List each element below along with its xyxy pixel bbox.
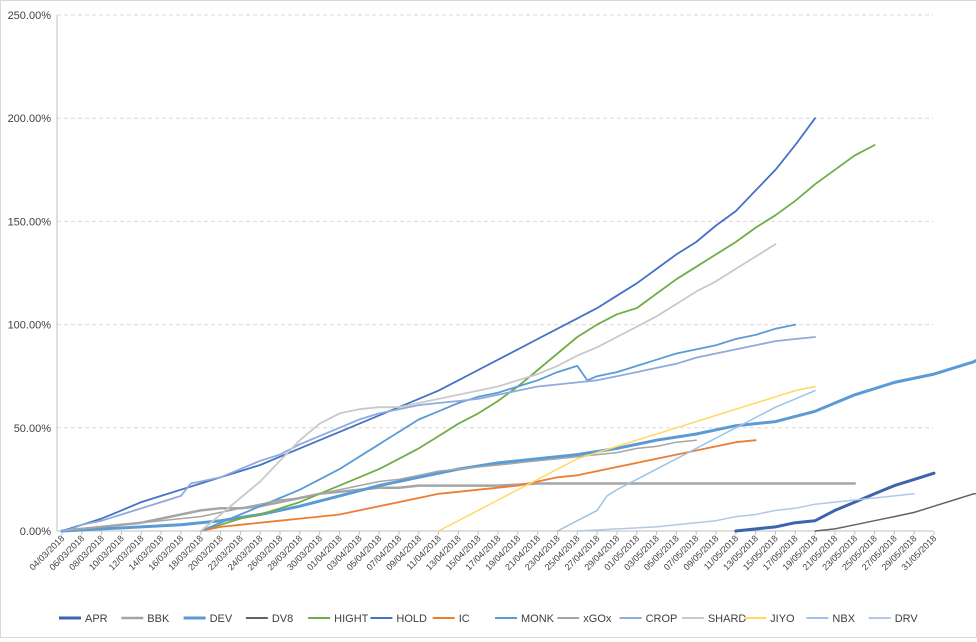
- legend-label: DEV: [210, 613, 233, 625]
- y-tick-label: 200.00%: [8, 113, 52, 125]
- legend-label: MONK: [521, 613, 555, 625]
- legend-label: xGOx: [583, 613, 612, 625]
- series-line-dv8: [814, 492, 977, 532]
- series-line-nbx: [556, 389, 816, 532]
- y-tick-label: 0.00%: [20, 526, 51, 538]
- series-line-dev: [60, 358, 977, 533]
- legend-label: APR: [85, 613, 108, 625]
- legend: APR BBK DEV DV8 HIGHT HOLD IC MONK xGOx CROP SHARD…: [59, 613, 918, 625]
- series-lines: [60, 117, 977, 533]
- series-line-drv: [576, 493, 915, 532]
- series-line-apr: [734, 471, 936, 533]
- legend-label: HOLD: [396, 613, 427, 625]
- y-tick-label: 100.00%: [8, 320, 52, 332]
- series-line-hight: [199, 144, 876, 532]
- legend-label: HIGHT: [334, 613, 369, 625]
- legend-label: SHARD: [708, 613, 747, 625]
- legend-label: CROP: [646, 613, 678, 625]
- y-tick-label: 50.00%: [14, 423, 52, 435]
- legend-label: BBK: [147, 613, 170, 625]
- y-tick-label: 250.00%: [8, 10, 52, 22]
- series-line-monk: [199, 323, 797, 532]
- series-line-crop: [61, 336, 816, 532]
- axes: [56, 15, 933, 532]
- legend-label: JIYO: [770, 613, 795, 625]
- series-line-bbk: [60, 482, 857, 533]
- x-axis-ticks: 04/03/201806/03/201808/03/201810/03/2018…: [27, 531, 938, 572]
- series-line-ic: [199, 439, 757, 532]
- y-axis-ticks: 0.00% 50.00% 100.00% 150.00% 200.00% 250.00%: [8, 10, 52, 538]
- legend-label: DV8: [272, 613, 293, 625]
- gridlines: [57, 14, 933, 429]
- legend-label: DRV: [895, 613, 919, 625]
- legend-label: IC: [459, 613, 470, 625]
- legend-label: NBX: [832, 613, 855, 625]
- series-line-shard: [199, 243, 777, 532]
- series-line-jiyo: [437, 385, 816, 532]
- y-tick-label: 150.00%: [8, 216, 52, 228]
